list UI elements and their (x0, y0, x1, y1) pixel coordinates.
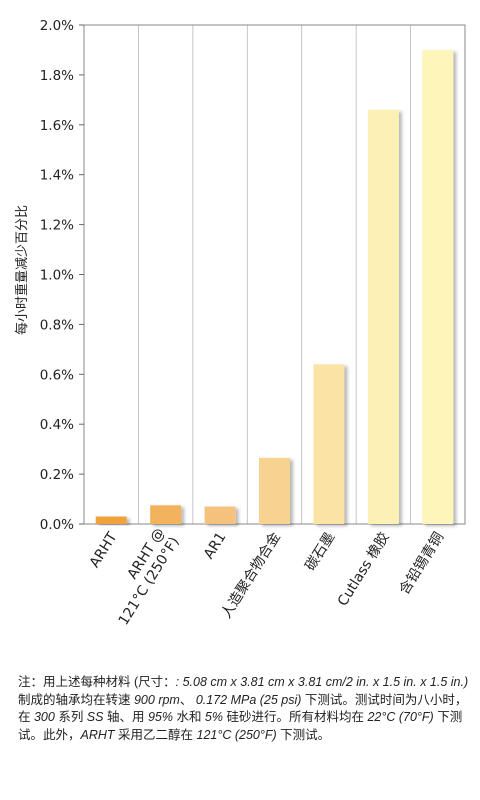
y-tick-label: 0.6% (40, 367, 74, 383)
bars (95, 49, 454, 524)
y-tick-label: 2.0% (40, 18, 74, 34)
footnote-segment: 硅砂进行。所有材料均在 (223, 710, 368, 724)
x-tick-label: AR1 (201, 530, 230, 562)
footnote-segment: 下测试。 (276, 727, 331, 742)
bar-chart: 0.0% 0.2% 0.4% 0.6% 0.8% 1.0% 1.2% 1.4% 1.6% 1.8%… (14, 18, 466, 628)
footnote-segment: 水和 (172, 710, 205, 724)
y-tick-label: 0.4% (40, 417, 74, 433)
axes (83, 24, 466, 525)
bar (313, 364, 345, 524)
footnote-segment: 制成的轴承均在转速 (18, 692, 134, 707)
footnote-segment: 300 (33, 710, 55, 724)
y-tick-label: 1.0% (40, 268, 74, 284)
plot-frame (83, 24, 466, 525)
bar (95, 516, 127, 524)
footnote-segment: 95% (147, 710, 173, 724)
y-tick-label: 1.2% (40, 218, 74, 234)
footnote-segment: 下测试。此外， (18, 710, 463, 742)
x-tick-label: ARHT (87, 529, 121, 570)
bar (204, 506, 236, 524)
footnote-segment: : 5.08 cm x 3.81 cm x 3.81 cm/2 in. x 1.… (175, 675, 469, 689)
bar (367, 109, 399, 524)
x-tick-label: 人造聚合物合金 (218, 530, 284, 622)
footnote-segment: ARHT (80, 727, 115, 742)
y-tick-labels: 0.0% 0.2% 0.4% 0.6% 0.8% 1.0% 1.2% 1.4% 1.6% 1.8%… (40, 18, 84, 533)
grid-lines (138, 25, 411, 524)
bar (259, 457, 290, 524)
footnote-segment: 0.172 MPa (25 psi) (195, 692, 302, 707)
footnote-segment: 22°C (70°F) (367, 710, 434, 724)
footnote-segment: 、 (179, 692, 196, 707)
footnote-segment: 5% (204, 710, 223, 724)
x-tick-label: 碳石墨 (302, 530, 338, 574)
y-axis-label: 每小时重量减少百分比 (14, 205, 30, 335)
y-tick-label: 0.8% (40, 317, 74, 333)
footnote-segment: 121°C (250°F) (196, 727, 277, 742)
y-tick-label: 0.0% (40, 517, 74, 533)
y-tick-label: 1.6% (40, 118, 74, 134)
y-tick-label: 1.8% (40, 68, 74, 84)
y-tick-label: 0.2% (40, 467, 74, 483)
footnote-segment: 下测试。测试时间为八小时，在 (18, 692, 468, 725)
x-tick-label: Cutlass 橡胶 (334, 529, 393, 609)
bar (422, 49, 454, 524)
bar (150, 505, 182, 524)
y-tick-label: 1.4% (40, 168, 74, 184)
footnote-segment: 采用乙二醇在 (114, 727, 197, 742)
x-tick-label: 含铅锡青铜 (397, 530, 448, 598)
footnote-segment: SS (86, 710, 104, 724)
footnote: 注：用上述每种材料 (尺寸：: 5.08 cm x 3.81 cm x 3.81… (18, 674, 470, 744)
footnote-segment: 900 rpm (133, 692, 180, 707)
footnote-segment: 系列 (54, 710, 87, 724)
footnote-segment: 轴、用 (103, 710, 148, 724)
footnote-segment: 注：用上述每种材料 (尺寸： (18, 675, 176, 689)
